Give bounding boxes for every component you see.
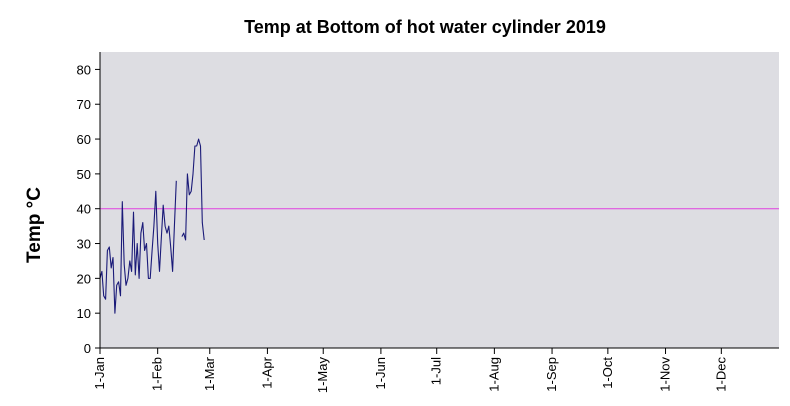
series-line [181, 138, 205, 241]
y-tick-label: 10 [77, 306, 91, 321]
y-axis-ticks: 0 10 20 30 40 50 60 70 80 [77, 62, 100, 356]
series-line [99, 180, 177, 314]
x-tick-label: 1-Jan [92, 357, 107, 390]
x-tick-label: 1-Apr [259, 356, 274, 388]
y-axis-label: Temp °C [24, 187, 45, 263]
y-tick-label: 70 [77, 97, 91, 112]
y-tick-label: 60 [77, 132, 91, 147]
y-tick-label: 50 [77, 167, 91, 182]
y-tick-label: 30 [77, 237, 91, 252]
series-group [99, 138, 205, 314]
x-tick-label: 1-Oct [600, 357, 615, 389]
x-tick-label: 1-Feb [150, 357, 165, 391]
x-tick-label: 1-Sep [544, 357, 559, 392]
y-tick-label: 20 [77, 271, 91, 286]
y-tick-label: 0 [84, 341, 91, 356]
plot-area [100, 52, 779, 348]
x-tick-label: 1-Aug [486, 357, 501, 392]
y-tick-label: 40 [77, 202, 91, 217]
x-tick-label: 1-Jun [373, 357, 388, 390]
x-tick-label: 1-May [315, 357, 330, 394]
y-tick-label: 80 [77, 62, 91, 77]
x-tick-label: 1-Dec [713, 357, 728, 392]
x-axis-ticks: 1-Jan 1-Feb 1-Mar 1-Apr 1-May 1-Jun 1-Jul 1-Aug… [92, 348, 728, 393]
x-tick-label: 1-Mar [202, 356, 217, 391]
x-tick-label: 1-Jul [429, 357, 444, 385]
chart-title: Temp at Bottom of hot water cylinder 201… [244, 17, 606, 37]
x-tick-label: 1-Nov [658, 357, 673, 392]
